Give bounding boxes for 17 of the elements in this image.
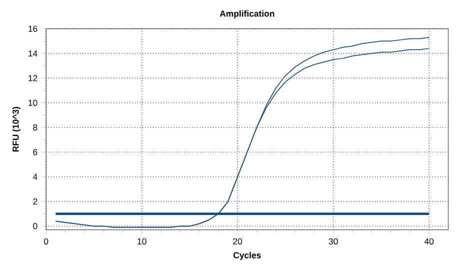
x-tick-label: 20 [233,238,242,245]
y-tick-label: 16 [28,26,38,32]
y-tick-label: 0 [33,223,38,230]
x-tick-label: 40 [424,238,434,245]
y-tick-label: 8 [33,124,38,131]
chart-title: Amplification [220,10,274,18]
y-tick-label: 2 [33,198,38,205]
y-tick-label: 12 [28,75,38,82]
y-tick-label: 4 [32,174,38,180]
x-axis-title: Cycles [233,252,261,260]
y-tick-label: 6 [33,149,38,156]
y-tick-label: 14 [28,50,38,56]
x-tick-label: 30 [328,238,338,245]
x-tick-label: 0 [44,238,48,245]
y-axis-title: RFU (10^3) [12,106,20,152]
y-tick-label: 10 [28,100,38,106]
x-tick-label: 10 [138,238,146,245]
